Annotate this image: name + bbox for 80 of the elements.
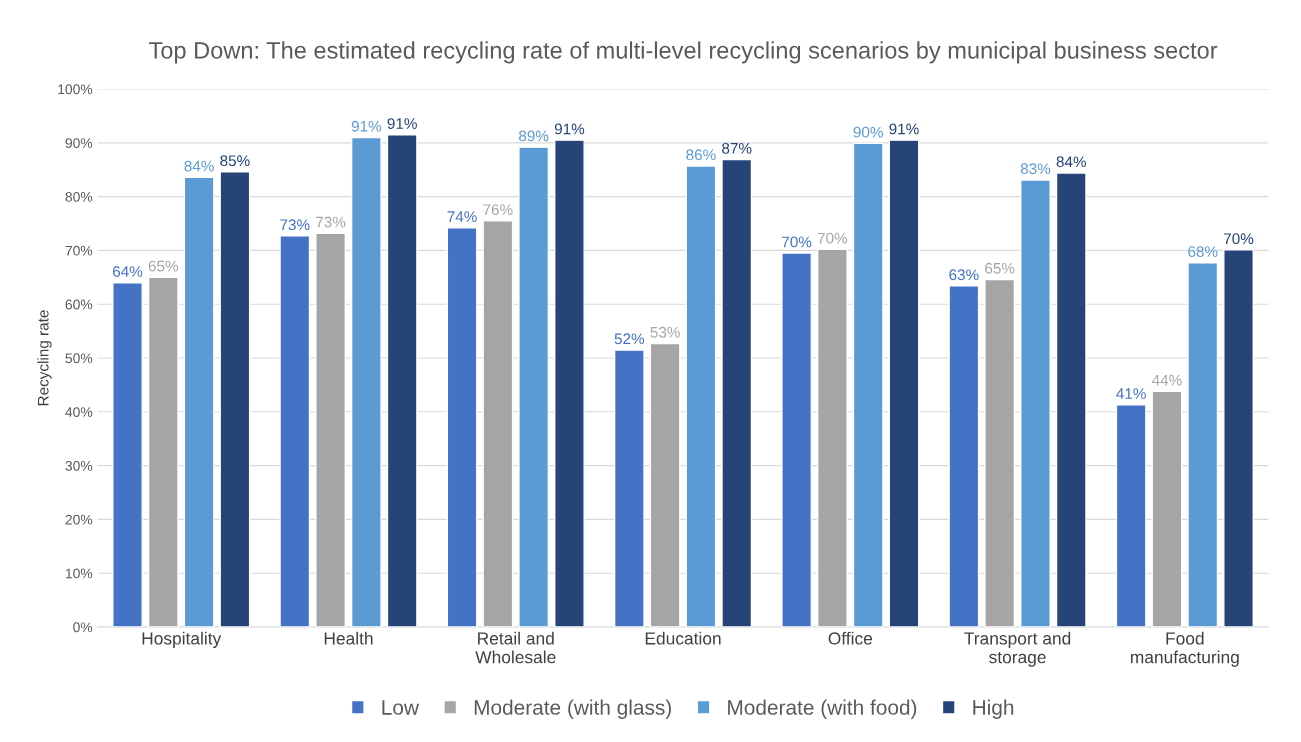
data-label: 89% <box>519 130 549 142</box>
data-label: 52% <box>614 333 645 345</box>
bar <box>948 285 980 627</box>
bar <box>721 158 753 627</box>
y-tick-label: 0% <box>73 622 93 633</box>
bar <box>1151 390 1183 627</box>
bar <box>816 248 848 627</box>
y-axis-title: Recycling rate <box>37 310 52 406</box>
x-tick-label: Office <box>828 631 873 645</box>
bar <box>518 146 550 627</box>
y-tick-label: 50% <box>65 353 93 364</box>
data-label: 84% <box>184 160 214 172</box>
legend-label: Moderate (with food) <box>728 699 917 719</box>
data-label: 90% <box>853 126 883 138</box>
data-label: 68% <box>1188 246 1218 257</box>
data-label: 91% <box>387 118 417 129</box>
data-label: 41% <box>1116 388 1146 399</box>
bar <box>482 220 514 627</box>
legend-label: Moderate (with glass) <box>474 699 671 719</box>
y-tick-label: 10% <box>65 568 93 579</box>
bar <box>1115 404 1147 627</box>
bar <box>112 282 143 627</box>
bar <box>781 252 813 627</box>
y-tick-label: 100% <box>58 84 93 95</box>
y-tick-label: 30% <box>65 460 93 471</box>
data-label: 85% <box>220 155 250 167</box>
data-label: 91% <box>889 123 919 135</box>
bar <box>1223 249 1254 627</box>
y-tick-label: 90% <box>65 138 93 148</box>
bar <box>1187 262 1219 627</box>
bar <box>279 235 311 627</box>
bar <box>386 134 418 627</box>
chart-title: Top Down: The estimated recycling rate of multi-level recycling scenarios by municipal business sector <box>149 41 1218 64</box>
data-label: 70% <box>817 232 848 244</box>
bar <box>446 227 478 627</box>
x-tick-label: Retail and Wholesale <box>475 631 556 664</box>
legend-label: High <box>973 699 1014 719</box>
bar <box>852 142 884 627</box>
x-tick-label: Hospitality <box>142 631 222 649</box>
data-label: 44% <box>1152 374 1182 386</box>
data-label: 91% <box>554 123 585 135</box>
data-label: 70% <box>782 236 812 248</box>
bar <box>888 139 920 627</box>
data-label: 76% <box>483 204 513 216</box>
bar <box>613 349 645 627</box>
data-label: 63% <box>949 269 979 281</box>
data-label: 73% <box>316 216 346 228</box>
bar <box>984 278 1016 627</box>
data-label: 70% <box>1224 233 1254 245</box>
bar <box>1055 172 1087 627</box>
data-label: 65% <box>985 262 1015 274</box>
data-label: 74% <box>447 211 477 222</box>
data-label: 53% <box>650 326 680 338</box>
y-tick-label: 80% <box>65 191 93 202</box>
data-label: 91% <box>351 120 382 132</box>
bar <box>350 136 382 627</box>
y-tick-label: 40% <box>65 407 93 417</box>
data-label: 73% <box>280 219 310 231</box>
legend-label: Low <box>382 700 420 715</box>
bar <box>147 276 179 627</box>
x-tick-label: Transport and storage <box>964 631 1071 667</box>
bar <box>183 176 215 627</box>
y-tick-label: 20% <box>65 514 93 525</box>
bar <box>1020 179 1051 627</box>
data-label: 84% <box>1056 156 1087 168</box>
bar <box>649 342 681 627</box>
bar <box>219 171 251 627</box>
x-tick-label: Education <box>645 631 721 645</box>
y-tick-label: 70% <box>65 245 93 256</box>
x-tick-label: Food manufacturing <box>1130 631 1239 667</box>
data-label: 86% <box>686 149 716 161</box>
x-tick-label: Health <box>324 631 373 645</box>
data-label: 83% <box>1020 163 1051 175</box>
data-label: 87% <box>722 142 752 154</box>
data-label: 64% <box>113 266 143 277</box>
bar <box>685 165 717 627</box>
y-tick-label: 60% <box>65 299 93 310</box>
bar <box>554 139 585 627</box>
data-label: 65% <box>148 260 179 272</box>
bar <box>315 232 346 627</box>
